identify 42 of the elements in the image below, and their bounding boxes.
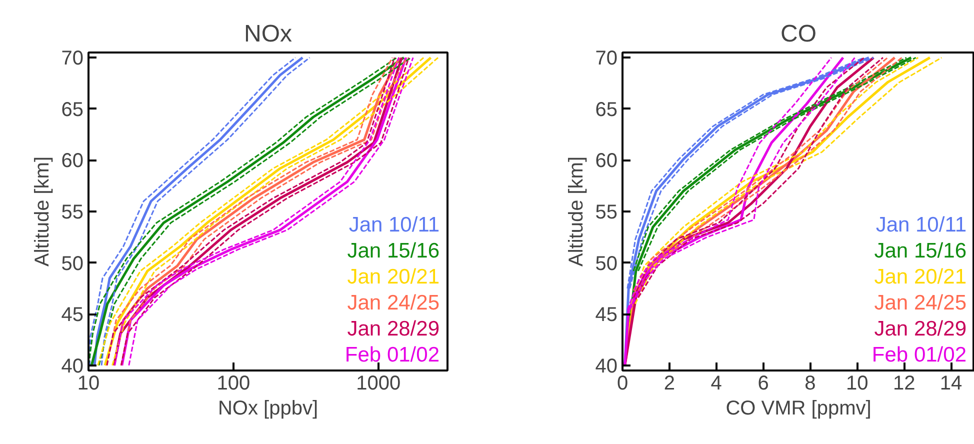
y-tick-label: 60 (595, 150, 618, 172)
text: Jan 15/16 (874, 240, 967, 262)
x-tick-label: 10 (846, 372, 868, 394)
y-tick-label: 45 (61, 304, 84, 326)
x-tick-label: 10 (77, 372, 100, 394)
y-tick-label: 65 (595, 98, 618, 121)
x-axis-title: CO VMR [ppmv] (726, 398, 872, 420)
x-tick-label: 4 (710, 372, 722, 394)
x-axis-title: NOx [ppbv] (218, 398, 318, 420)
x-tick-label: 100 (216, 372, 250, 394)
text: Jan 20/21 (347, 266, 440, 288)
text: Jan 24/25 (874, 292, 967, 314)
y-tick-label: 65 (61, 98, 84, 121)
text: Feb 01/02 (344, 344, 440, 366)
y-axis-title: Altitude [km] (31, 156, 54, 267)
chart-title: NOx (244, 20, 292, 48)
x-tick-label: 6 (758, 372, 769, 394)
y-tick-label: 70 (61, 48, 84, 70)
text: Jan 28/29 (347, 318, 440, 340)
x-tick-label: 2 (664, 372, 675, 394)
y-tick-label: 50 (61, 252, 84, 275)
y-tick-label: 55 (595, 202, 618, 224)
text: Jan 20/21 (874, 266, 967, 288)
y-tick-label: 40 (595, 355, 618, 378)
text: Feb 01/02 (872, 344, 967, 366)
text: Jan 10/11 (348, 214, 440, 236)
y-tick-label: 70 (595, 48, 618, 70)
y-tick-label: 55 (61, 202, 84, 224)
text: Jan 28/29 (874, 318, 967, 340)
x-tick-label: 8 (804, 372, 816, 394)
y-axis-title: Altitude [km] (565, 156, 588, 267)
chart-title: CO (780, 20, 816, 48)
text: Jan 10/11 (876, 214, 966, 236)
y-tick-label: 60 (61, 150, 84, 172)
y-tick-label: 50 (595, 252, 618, 275)
text: Jan 15/16 (347, 240, 440, 262)
x-tick-label: 14 (940, 372, 962, 394)
y-tick-label: 45 (595, 304, 618, 326)
text: Jan 24/25 (347, 292, 440, 314)
x-tick-label: 12 (892, 372, 916, 394)
x-tick-label: 1000 (356, 372, 401, 394)
x-tick-label: 0 (616, 372, 628, 394)
